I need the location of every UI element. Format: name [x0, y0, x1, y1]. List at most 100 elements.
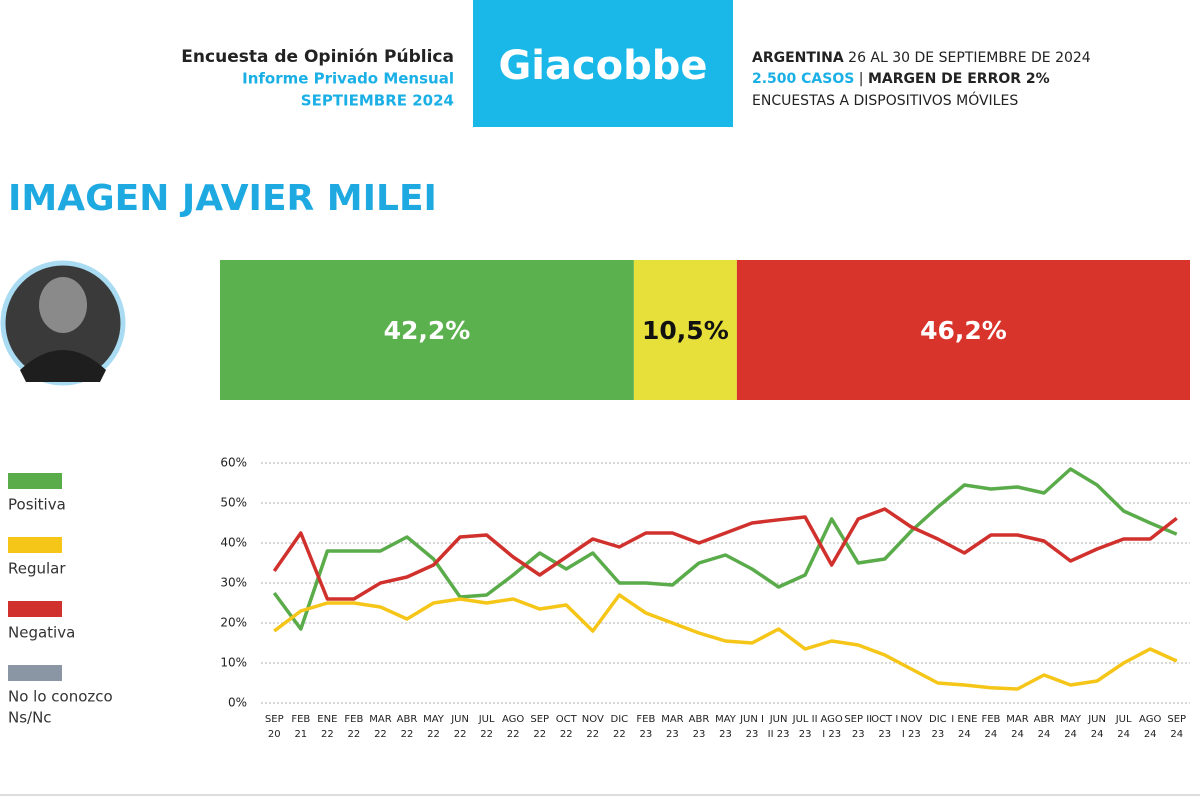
- x-tick-label: SEP: [265, 714, 284, 725]
- x-tick-label: MAR: [369, 714, 391, 725]
- x-tick-label: 22: [454, 729, 467, 740]
- legend-label: Positiva: [8, 496, 66, 514]
- value-label: 46,2%: [920, 316, 1007, 345]
- x-tick-label: MAY: [1060, 714, 1082, 725]
- portrait-face: [39, 277, 87, 333]
- x-tick-label: 24: [958, 729, 971, 740]
- x-tick-label: I 23: [822, 729, 841, 740]
- legend-swatch: [8, 601, 62, 617]
- x-tick-label: 21: [294, 729, 307, 740]
- x-tick-label: 22: [613, 729, 626, 740]
- x-tick-label: MAR: [1006, 714, 1028, 725]
- section-title: IMAGEN JAVIER MILEI: [8, 178, 437, 219]
- x-tick-label: DIC: [929, 714, 947, 725]
- x-tick-label: NOV: [900, 714, 922, 725]
- legend-swatch: [8, 473, 62, 489]
- series-line: [272, 507, 1178, 601]
- x-tick-label: 23: [719, 729, 732, 740]
- margin: MARGEN DE ERROR 2%: [868, 71, 1050, 87]
- header-line: Encuesta de Opinión Pública: [181, 47, 454, 67]
- x-tick-label: 24: [1038, 729, 1051, 740]
- method: ENCUESTAS A DISPOSITIVOS MÓVILES: [752, 91, 1018, 109]
- x-tick-label: JUL II: [792, 714, 818, 725]
- y-tick-label: 60%: [220, 456, 247, 470]
- x-tick-label: 24: [985, 729, 998, 740]
- x-tick-label: FEB: [291, 714, 310, 725]
- y-tick-label: 50%: [220, 496, 247, 510]
- x-tick-label: 24: [1170, 729, 1183, 740]
- y-tick-label: 30%: [220, 576, 247, 590]
- portrait-body: [20, 350, 106, 382]
- x-tick-label: MAY: [715, 714, 737, 725]
- x-tick-label: FEB: [981, 714, 1000, 725]
- x-tick-label: 22: [586, 729, 599, 740]
- x-tick-label: 23: [931, 729, 944, 740]
- x-tick-label: JUN I: [739, 714, 764, 725]
- x-tick-label: DIC: [611, 714, 629, 725]
- x-tick-label: II 23: [768, 729, 790, 740]
- x-tick-label: OCT I: [871, 714, 898, 725]
- x-tick-label: SEP II: [844, 714, 872, 725]
- x-tick-label: JUN: [450, 714, 469, 725]
- legend-label: Ns/Nc: [8, 709, 52, 727]
- x-tick-label: I 23: [902, 729, 921, 740]
- x-tick-label: 24: [1144, 729, 1157, 740]
- value-label: 10,5%: [642, 316, 729, 345]
- x-tick-label: I ENE: [951, 714, 977, 725]
- x-tick-label: MAR: [661, 714, 683, 725]
- y-tick-label: 10%: [220, 656, 247, 670]
- x-tick-label: 23: [852, 729, 865, 740]
- brand-box: [473, 0, 733, 127]
- x-tick-label: 22: [374, 729, 387, 740]
- x-tick-label: FEB: [636, 714, 655, 725]
- legend-label: No lo conozco: [8, 688, 113, 706]
- x-tick-label: SEP: [530, 714, 549, 725]
- x-tick-label: 20: [268, 729, 281, 740]
- separator: |: [859, 71, 864, 87]
- x-tick-label: 23: [878, 729, 891, 740]
- x-tick-label: 23: [799, 729, 812, 740]
- legend-swatch: [8, 537, 62, 553]
- value-label: 42,2%: [384, 316, 471, 345]
- header-info: ARGENTINA 26 AL 30 DE SEPTIEMBRE DE 2024: [752, 50, 1091, 66]
- dates: 26 AL 30 DE SEPTIEMBRE DE 2024: [848, 50, 1091, 66]
- header-line: Informe Privado Mensual: [242, 70, 454, 88]
- x-tick-label: 23: [693, 729, 706, 740]
- x-tick-label: SEP: [1167, 714, 1186, 725]
- x-tick-label: 24: [1011, 729, 1024, 740]
- x-tick-label: 24: [1117, 729, 1130, 740]
- x-tick-label: ABR: [689, 714, 710, 725]
- bar-segment: [633, 260, 737, 400]
- y-tick-label: 40%: [220, 536, 247, 550]
- x-tick-label: ABR: [1034, 714, 1055, 725]
- country: ARGENTINA: [752, 50, 844, 66]
- x-tick-label: 23: [640, 729, 653, 740]
- x-tick-label: MAY: [423, 714, 445, 725]
- x-tick-label: 22: [560, 729, 573, 740]
- cases: 2.500 CASOS: [752, 71, 854, 87]
- x-tick-label: ABR: [397, 714, 418, 725]
- legend-label: Negativa: [8, 624, 75, 642]
- legend-swatch: [8, 665, 62, 681]
- x-tick-label: 23: [746, 729, 759, 740]
- x-tick-label: 22: [427, 729, 440, 740]
- series-line: [272, 467, 1178, 631]
- x-tick-label: AGO: [1139, 714, 1161, 725]
- x-tick-label: 22: [321, 729, 334, 740]
- x-tick-label: 24: [1064, 729, 1077, 740]
- x-tick-label: 24: [1091, 729, 1104, 740]
- x-tick-label: NOV: [582, 714, 604, 725]
- x-tick-label: OCT: [556, 714, 578, 725]
- x-tick-label: 23: [666, 729, 679, 740]
- legend-label: Regular: [8, 560, 66, 578]
- bar-segment: [736, 260, 1190, 400]
- x-tick-label: AGO: [821, 714, 843, 725]
- x-tick-label: 22: [507, 729, 520, 740]
- x-tick-label: JUN: [769, 714, 788, 725]
- bar-segment: [220, 260, 634, 400]
- brand: Giacobbe: [498, 43, 707, 89]
- header-info: 2.500 CASOS | MARGEN DE ERROR 2%: [752, 71, 1050, 87]
- series-line: [273, 593, 1178, 691]
- y-tick-label: 0%: [228, 696, 247, 710]
